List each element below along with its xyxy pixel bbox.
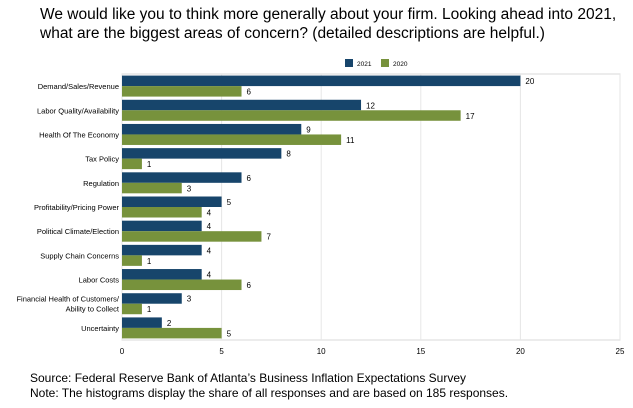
data-label: 20 (525, 77, 534, 86)
bar (122, 255, 142, 266)
x-tick-label: 5 (219, 347, 224, 356)
category-label: Supply Chain Concerns (40, 251, 119, 260)
x-tick-label: 15 (416, 347, 425, 356)
data-label: 9 (306, 125, 311, 134)
data-label: 4 (207, 271, 212, 280)
category-label: Labor Costs (79, 276, 120, 285)
data-label: 6 (247, 88, 252, 97)
bar (122, 279, 242, 291)
bar (122, 86, 242, 97)
data-label: 4 (207, 246, 212, 255)
data-label: 11 (346, 136, 355, 145)
bar (122, 269, 202, 280)
bar (122, 158, 142, 170)
bar (122, 148, 282, 159)
category-label: Uncertainty (81, 324, 119, 333)
x-tick-label: 20 (516, 347, 525, 356)
category-label: Labor Quality/Availability (37, 106, 119, 115)
category-label: Health Of The Economy (39, 130, 119, 139)
data-label: 17 (466, 112, 475, 121)
data-label: 5 (227, 198, 232, 207)
bar (122, 293, 182, 304)
category-label: Financial Health of Customers/ (16, 295, 119, 304)
bar (122, 196, 222, 207)
data-label: 3 (187, 295, 192, 304)
data-label: 2 (167, 319, 172, 328)
chart-title: We would like you to think more generall… (40, 6, 617, 42)
chart-area: 0 5 10 15 20 25 2021 2020 Demand/Sales/Revenue 20… (0, 52, 633, 368)
chart-footer: Source: Federal Reserve Bank of Atlanta’… (30, 371, 508, 400)
data-label: 6 (247, 281, 252, 290)
data-label: 1 (147, 160, 152, 169)
data-label: 12 (366, 101, 375, 110)
bar (122, 172, 242, 183)
bar (122, 303, 142, 315)
category-label: Ability to Collect (66, 305, 120, 314)
legend-swatch (345, 59, 353, 67)
bar (122, 244, 202, 256)
data-label: 1 (147, 305, 152, 314)
data-label: 5 (227, 329, 232, 338)
data-label: 4 (207, 209, 212, 218)
data-label: 3 (187, 184, 192, 193)
data-label: 6 (247, 174, 252, 183)
legend-label: 2020 (393, 61, 408, 68)
bar (122, 134, 342, 145)
category-label: Regulation (83, 179, 119, 188)
bar (122, 75, 521, 87)
bar (122, 317, 162, 328)
bar (122, 123, 302, 135)
bar (122, 99, 362, 111)
bar (122, 110, 461, 121)
source-note: Source: Federal Reserve Bank of Atlanta’… (30, 371, 467, 385)
bar (122, 207, 202, 218)
category-label: Tax Policy (85, 155, 119, 164)
legend-label: 2021 (357, 61, 372, 68)
category-label: Profitability/Pricing Power (34, 203, 120, 212)
bar (122, 182, 182, 194)
data-label: 7 (266, 233, 271, 242)
category-label: Political Climate/Election (37, 227, 119, 236)
x-tick-label: 0 (120, 347, 125, 356)
bar (122, 220, 202, 232)
data-label: 8 (286, 150, 291, 159)
data-label: 1 (147, 257, 152, 266)
x-tick-label: 25 (616, 347, 625, 356)
legend-swatch (381, 59, 389, 67)
methodology-note: Note: The histograms display the share o… (30, 385, 509, 400)
x-tick-label: 10 (317, 347, 326, 356)
data-label: 4 (207, 222, 212, 231)
bar (122, 231, 262, 242)
category-label: Demand/Sales/Revenue (38, 82, 119, 91)
bar (122, 327, 222, 339)
